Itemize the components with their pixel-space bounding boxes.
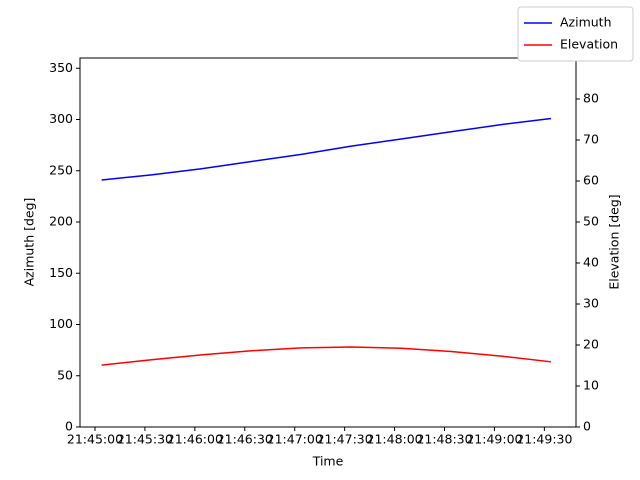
y2-tick-label: 20 [583,337,599,352]
x-tick-label: 21:46:00 [167,432,223,447]
y2-axis-label: Elevation [deg] [607,194,622,289]
y2-tick-label: 60 [583,173,599,188]
y-tick-label: 200 [49,214,73,229]
y2-tick-label: 40 [583,255,599,270]
y-tick-label: 100 [49,316,73,331]
y-tick-label: 50 [57,367,73,382]
x-tick-label: 21:45:00 [67,432,123,447]
x-axis-label: Time [312,454,344,469]
y-axis-label: Azimuth [deg] [22,198,37,287]
y2-tick-label: 30 [583,296,599,311]
y2-tick-label: 10 [583,378,599,393]
x-tick-label: 21:47:30 [317,432,373,447]
plot-frame [79,57,577,428]
x-tick-label: 21:47:00 [267,432,323,447]
x-tick-label: 21:45:30 [117,432,173,447]
line [101,117,552,181]
y-tick-label: 0 [65,419,73,434]
y-tick-label: 350 [49,60,73,75]
legend-box [517,6,634,62]
y2-tick-label: 70 [583,132,599,147]
line [101,346,552,366]
y2-tick-label: 80 [583,91,599,106]
legend-label: Elevation [560,37,618,52]
y2-tick-label: 0 [583,419,591,434]
x-tick-label: 21:46:30 [217,432,273,447]
y2-tick-label: 50 [583,214,599,229]
x-tick-label: 21:48:00 [367,432,423,447]
x-tick-label: 21:49:00 [466,432,522,447]
y-tick-label: 150 [49,265,73,280]
y-tick-label: 300 [49,111,73,126]
x-tick-label: 21:48:30 [416,432,472,447]
legend-label: Azimuth [560,15,612,30]
x-tick-label: 21:49:30 [516,432,572,447]
y-tick-label: 250 [49,162,73,177]
